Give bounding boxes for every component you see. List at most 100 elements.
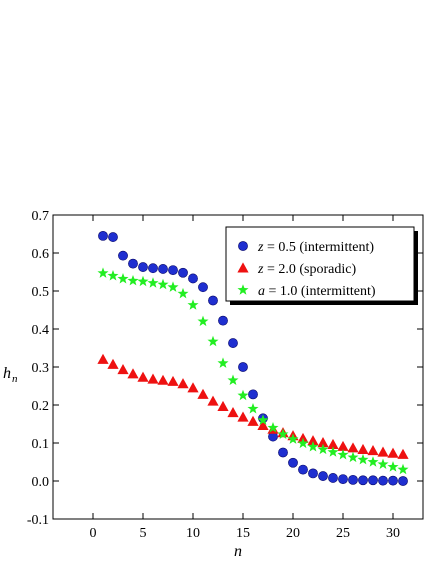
data-point [207,395,219,406]
data-point [157,278,169,290]
y-tick-label: 0.7 [32,209,50,224]
data-point [227,374,239,385]
data-point [217,400,229,411]
data-point [188,273,198,284]
data-point [297,437,309,449]
legend-label-variable: z [257,262,264,277]
data-point [317,443,329,455]
data-point [338,474,348,484]
data-point [308,468,318,479]
legend: z = 0.5 (intermittent) z = 2.0 (sporadic)… [225,226,418,305]
x-tick-label: 15 [236,526,250,541]
data-point [257,414,269,425]
data-point [147,277,159,288]
y-tick-label: 0.5 [32,285,50,300]
data-point [347,451,359,463]
legend-label-text: = 1.0 (intermittent) [265,284,376,299]
data-point [287,433,299,444]
data-point [328,473,338,483]
data-point [228,338,238,348]
data-point [367,445,379,456]
data-point [137,371,149,382]
legend-label-text: = 0.5 (intermittent) [263,240,374,255]
data-point [298,464,308,475]
data-point [118,250,128,261]
data-point [327,446,339,457]
data-point [117,273,129,284]
x-tick-label: 25 [336,526,350,541]
legend-marker [237,262,249,273]
data-point [248,389,258,400]
data-point [107,270,119,281]
data-point [227,407,239,418]
data-point [378,475,388,486]
data-point [168,265,178,275]
data-point [327,438,339,449]
legend-items: z = 0.5 (intermittent) z = 2.0 (sporadic)… [237,240,376,299]
data-point [207,335,219,347]
data-point [368,475,378,486]
y-tick-label: 0.0 [32,475,50,490]
data-point [238,362,248,372]
data-point [217,357,229,368]
data-point [358,475,368,486]
data-point [367,456,379,467]
data-point [337,448,349,460]
data-point [158,264,168,274]
data-point [137,275,149,287]
marks-layer [97,230,409,486]
data-point [138,262,148,272]
data-point [398,476,408,486]
y-tick-label: -0.1 [27,513,49,528]
x-tick-label: 20 [286,526,300,541]
data-point [178,267,188,278]
data-point [337,440,349,451]
data-point [128,258,138,269]
legend-box [225,226,415,302]
data-point [387,461,399,472]
data-point [127,274,139,286]
legend-label: z = 2.0 (sporadic) [257,262,356,277]
data-point [107,358,119,369]
data-point [377,458,389,469]
ticks-layer: 0 5 10 15 20 25 30 -0.1 0.0 0.1 0.2 0.3 0.4 0.5 0.6 0.7 [27,209,423,541]
y-tick-label: 0.3 [32,361,50,376]
y-axis-label: h [3,365,11,382]
data-point [177,287,189,299]
data-point [187,382,199,393]
series-1 [97,353,409,459]
data-point [357,453,369,465]
data-point [257,419,269,430]
data-point [397,463,409,475]
data-point [198,282,208,293]
data-point [397,448,409,459]
data-point [127,368,139,379]
legend-label: a = 1.0 (intermittent) [258,284,376,299]
data-point [387,447,399,458]
data-point [177,378,189,389]
data-point [388,475,398,486]
data-point [247,415,259,426]
data-point [317,437,329,448]
data-point [307,435,319,446]
data-point [357,443,369,454]
x-tick-label: 5 [140,526,147,541]
data-point [267,422,279,433]
data-point [157,374,169,385]
legend-label-text: = 2.0 (sporadic) [263,262,356,277]
data-point [108,232,118,242]
data-point [97,267,109,278]
data-point [98,230,108,241]
series-2 [97,267,409,475]
x-tick-label: 10 [186,526,200,541]
legend-marker [238,241,248,251]
data-point [307,441,319,452]
data-point [288,457,298,468]
legend-label: z = 0.5 (intermittent) [257,240,374,255]
data-point [237,389,249,401]
data-point [208,295,218,306]
x-tick-label: 0 [90,526,97,541]
y-tick-label: 0.1 [32,437,50,452]
data-point [278,447,288,458]
